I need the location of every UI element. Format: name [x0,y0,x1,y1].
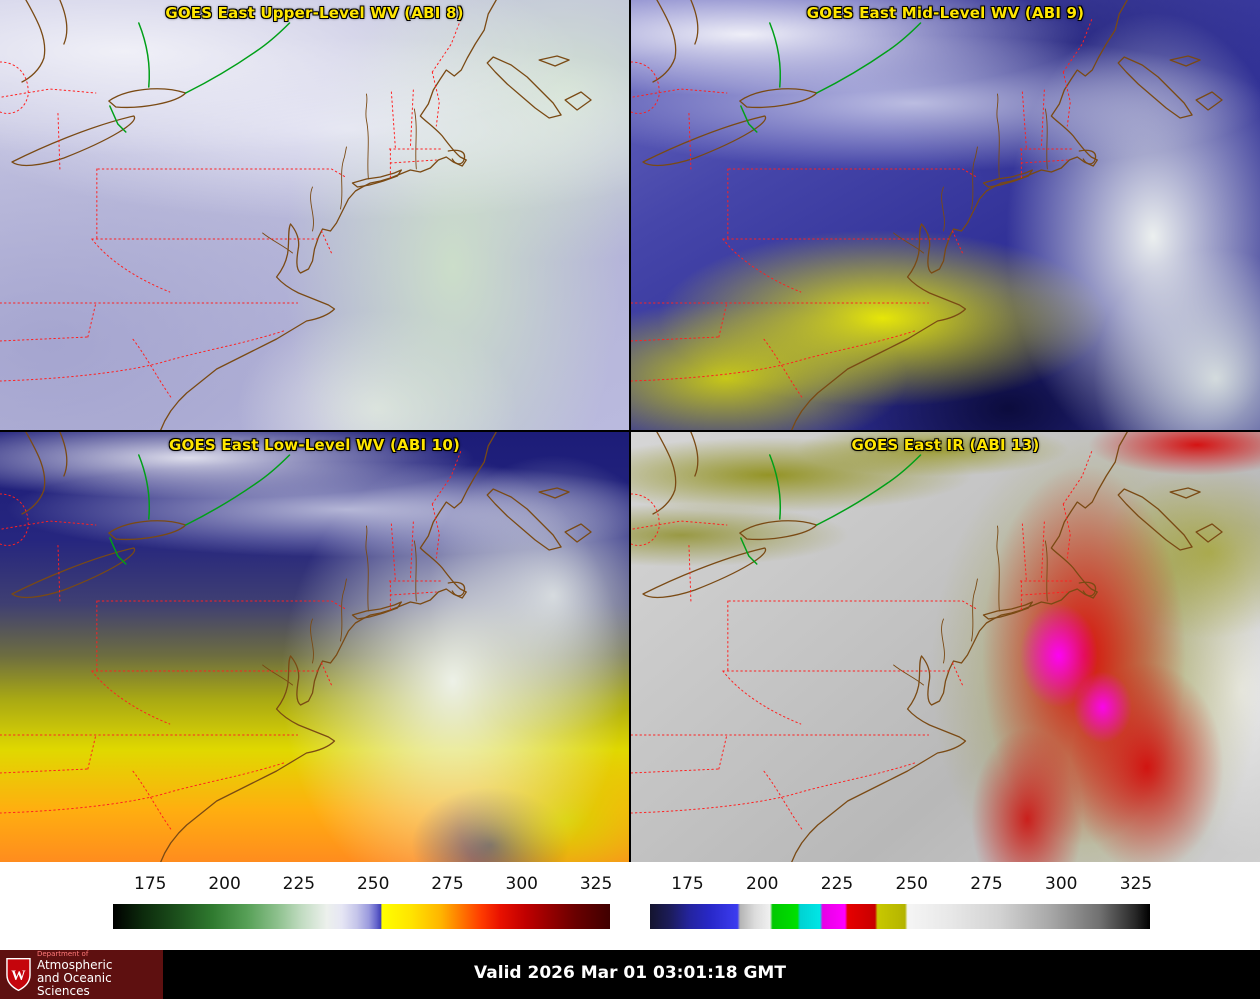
colorbar-tick: 325 [579,874,613,894]
logo-dept: Department of [36,949,89,958]
aos-logo: W Department of Atmospheric and Oceanic … [0,950,163,999]
wv-colorbar-gradient [113,904,610,929]
satellite-panel-grid: GOES East Upper-Level WV (ABI 8) GOES Ea… [0,0,1260,862]
colorbar-tick: 275 [970,874,1003,894]
colorbar-tick: 300 [505,874,539,894]
colorbar-tick: 250 [356,874,390,894]
footer: W Department of Atmospheric and Oceanic … [0,950,1260,999]
panel-title-low-wv: GOES East Low-Level WV (ABI 10) [168,436,461,454]
map-overlay [0,432,592,862]
colorbar-tick: 275 [431,874,464,894]
logo-text: Department of Atmospheric and Oceanic Sc… [36,949,163,998]
logo-line2: and Oceanic Sciences [36,970,112,998]
map-overlay [631,0,1223,430]
low-level-wv-imagery [0,432,629,862]
ir-colorbar: 175 200 225 250 275 300 325 [650,874,1153,929]
upper-level-wv-imagery [0,0,629,430]
colorbar-tick: 325 [1119,874,1153,894]
ir-imagery [631,432,1260,862]
panel-ir[interactable]: GOES East IR (ABI 13) [631,432,1260,862]
logo-line1: Atmospheric [36,957,113,972]
colorbar-row: 175 200 225 250 275 300 325 175 200 225 … [0,862,1260,950]
colorbar-tick: 175 [134,874,167,894]
colorbar-tick: 250 [895,874,928,894]
wv-colorbar: 175 200 225 250 275 300 325 [113,874,613,929]
panel-title-mid-wv: GOES East Mid-Level WV (ABI 9) [806,4,1085,22]
colorbar-tick: 200 [208,874,241,894]
map-overlay [0,0,592,430]
panel-mid-level-wv[interactable]: GOES East Mid-Level WV (ABI 9) [631,0,1260,430]
colorbar-tick: 175 [671,874,704,894]
ir-colorbar-ticks: 175 200 225 250 275 300 325 [650,874,1153,901]
wv-colorbar-ticks: 175 200 225 250 275 300 325 [113,874,613,901]
uw-crest-icon: W [6,957,31,991]
valid-time: Valid 2026 Mar 01 03:01:18 GMT [474,963,786,983]
map-overlay [631,432,1223,862]
panel-title-ir: GOES East IR (ABI 13) [851,436,1040,454]
mid-level-wv-imagery [631,0,1260,430]
panel-title-upper-wv: GOES East Upper-Level WV (ABI 8) [165,4,464,22]
colorbar-tick: 300 [1045,874,1078,894]
colorbar-tick: 200 [746,874,779,894]
colorbar-tick: 225 [282,874,316,894]
panel-low-level-wv[interactable]: GOES East Low-Level WV (ABI 10) [0,432,629,862]
crest-letter: W [11,967,26,983]
panel-upper-level-wv[interactable]: GOES East Upper-Level WV (ABI 8) [0,0,629,430]
ir-colorbar-gradient [650,904,1150,929]
colorbar-tick: 225 [820,874,854,894]
